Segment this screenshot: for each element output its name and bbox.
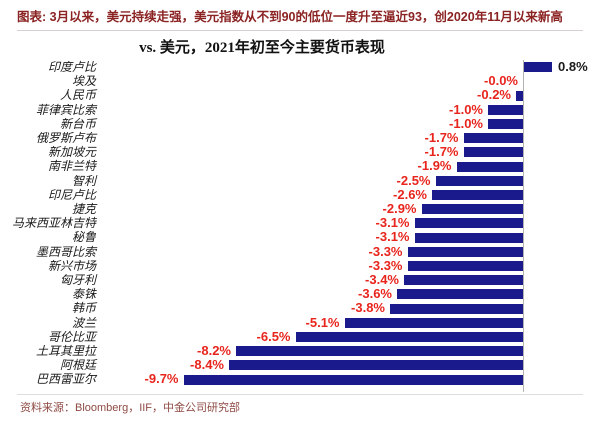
- value-label: -3.4%: [365, 272, 399, 287]
- category-label: 印度卢比: [47, 60, 96, 74]
- category-label: 阿根廷: [59, 358, 96, 373]
- chart-title: vs. 美元，2021年初至今主要货币表现: [139, 40, 385, 56]
- bar: [397, 289, 523, 300]
- chart-row: 土耳其里拉 -8.2%: [0, 343, 600, 358]
- chart-row: 人民币 -0.2%: [0, 87, 600, 103]
- chart-row: 捷克 -2.9%: [0, 201, 600, 216]
- chart-caption: 图表: 3月以来，美元持续走强，美元指数从不到90的低位一度升至逼近93，创20…: [17, 9, 583, 31]
- category-label: 捷克: [71, 202, 96, 216]
- value-label: -3.8%: [351, 300, 385, 316]
- value-label: -3.3%: [368, 257, 403, 273]
- category-label: 智利: [71, 173, 96, 188]
- category-label: 巴西雷亚尔: [35, 372, 96, 387]
- bar: [183, 374, 523, 385]
- chart-row: 泰铢 -3.6%: [0, 286, 600, 302]
- value-label: -9.7%: [144, 371, 179, 387]
- chart-row: 新加坡元 -1.7%: [0, 144, 600, 160]
- bar: [488, 104, 523, 115]
- bar: [414, 218, 523, 229]
- category-label: 哥伦比亚: [47, 329, 96, 344]
- bar-chart: 印度卢比 0.8% 埃及 -0.0% 人民币 -0.2% 菲律宾比索 -1.0% 新台币 -1.0…: [0, 59, 600, 394]
- category-label: 墨西哥比索: [35, 244, 96, 259]
- category-label: 南非兰特: [47, 159, 96, 174]
- value-label: -3.1%: [375, 229, 410, 245]
- chart-row: 南非兰特 -1.9%: [0, 158, 600, 174]
- chart-row: 印尼卢比 -2.6%: [0, 186, 600, 202]
- chart-row: 马来西亚林吉特 -3.1%: [0, 215, 600, 231]
- category-label: 菲律宾比索: [35, 102, 96, 117]
- chart-row: 埃及 -0.0%: [0, 73, 600, 89]
- bar: [344, 317, 523, 328]
- value-label: -1.0%: [449, 101, 483, 117]
- category-label: 新台币: [59, 116, 96, 131]
- chart-row: 波兰 -5.1%: [0, 314, 600, 330]
- category-label: 新兴市场: [47, 258, 96, 273]
- category-label: 土耳其里拉: [35, 344, 96, 358]
- value-label: -2.5%: [396, 172, 431, 188]
- chart-row: 匈牙利 -3.4%: [0, 272, 600, 287]
- value-label: -3.3%: [368, 243, 403, 259]
- value-label: -1.0%: [449, 115, 483, 131]
- value-label: -8.2%: [197, 343, 231, 358]
- bar: [407, 260, 523, 271]
- chart-row: 俄罗斯卢布 -1.7%: [0, 130, 600, 145]
- value-label: -3.6%: [358, 286, 392, 302]
- value-label: -2.9%: [382, 201, 417, 216]
- value-label: -0.2%: [477, 87, 511, 103]
- chart-row: 印度卢比 0.8%: [0, 59, 600, 74]
- chart-row: 墨西哥比索 -3.3%: [0, 243, 600, 259]
- chart-row: 哥伦比亚 -6.5%: [0, 328, 600, 344]
- zero-axis-line: [523, 60, 524, 392]
- category-label: 秘鲁: [71, 230, 96, 245]
- bar: [229, 360, 523, 371]
- chart-row: 阿根廷 -8.4%: [0, 357, 600, 373]
- chart-row: 新兴市场 -3.3%: [0, 257, 600, 273]
- footer-divider: [17, 394, 583, 395]
- value-label: 0.8%: [558, 59, 588, 74]
- bar: [414, 232, 523, 243]
- chart-row: 巴西雷亚尔 -9.7%: [0, 371, 600, 387]
- bar: [435, 175, 523, 186]
- value-label: -1.7%: [424, 144, 459, 160]
- value-label: -0.0%: [484, 73, 518, 89]
- source-note: 资料来源：Bloomberg，IIF，中金公司研究部: [20, 402, 241, 414]
- category-label: 埃及: [71, 74, 96, 89]
- value-label: -8.4%: [190, 357, 224, 373]
- chart-row: 韩币 -3.8%: [0, 300, 600, 316]
- category-label: 马来西亚林吉特: [11, 216, 96, 231]
- category-label: 韩币: [71, 301, 96, 316]
- value-label: -1.9%: [417, 158, 452, 174]
- chart-row: 秘鲁 -3.1%: [0, 229, 600, 245]
- chart-row: 智利 -2.5%: [0, 172, 600, 188]
- category-label: 人民币: [59, 88, 96, 103]
- category-label: 俄罗斯卢布: [35, 131, 96, 145]
- value-label: -5.1%: [305, 314, 340, 330]
- bar: [390, 303, 523, 314]
- value-label: -3.1%: [375, 215, 410, 231]
- chart-row: 新台币 -1.0%: [0, 115, 600, 131]
- value-label: -6.5%: [256, 328, 291, 344]
- bar: [456, 161, 523, 172]
- value-label: -1.7%: [424, 130, 459, 145]
- bar: [524, 62, 552, 73]
- category-label: 新加坡元: [47, 145, 96, 160]
- bar: [463, 147, 523, 158]
- bar: [488, 118, 523, 129]
- bar: [404, 275, 523, 286]
- bar: [236, 346, 523, 357]
- category-label: 印尼卢比: [47, 187, 96, 202]
- category-label: 波兰: [71, 315, 96, 330]
- category-label: 匈牙利: [59, 273, 96, 287]
- bar: [432, 189, 523, 200]
- bar: [295, 331, 523, 342]
- category-label: 泰铢: [71, 287, 96, 302]
- bar: [407, 246, 523, 257]
- value-label: -2.6%: [393, 186, 427, 202]
- chart-row: 菲律宾比索 -1.0%: [0, 101, 600, 117]
- bar: [516, 90, 523, 101]
- bar: [421, 204, 523, 215]
- bar: [463, 133, 523, 144]
